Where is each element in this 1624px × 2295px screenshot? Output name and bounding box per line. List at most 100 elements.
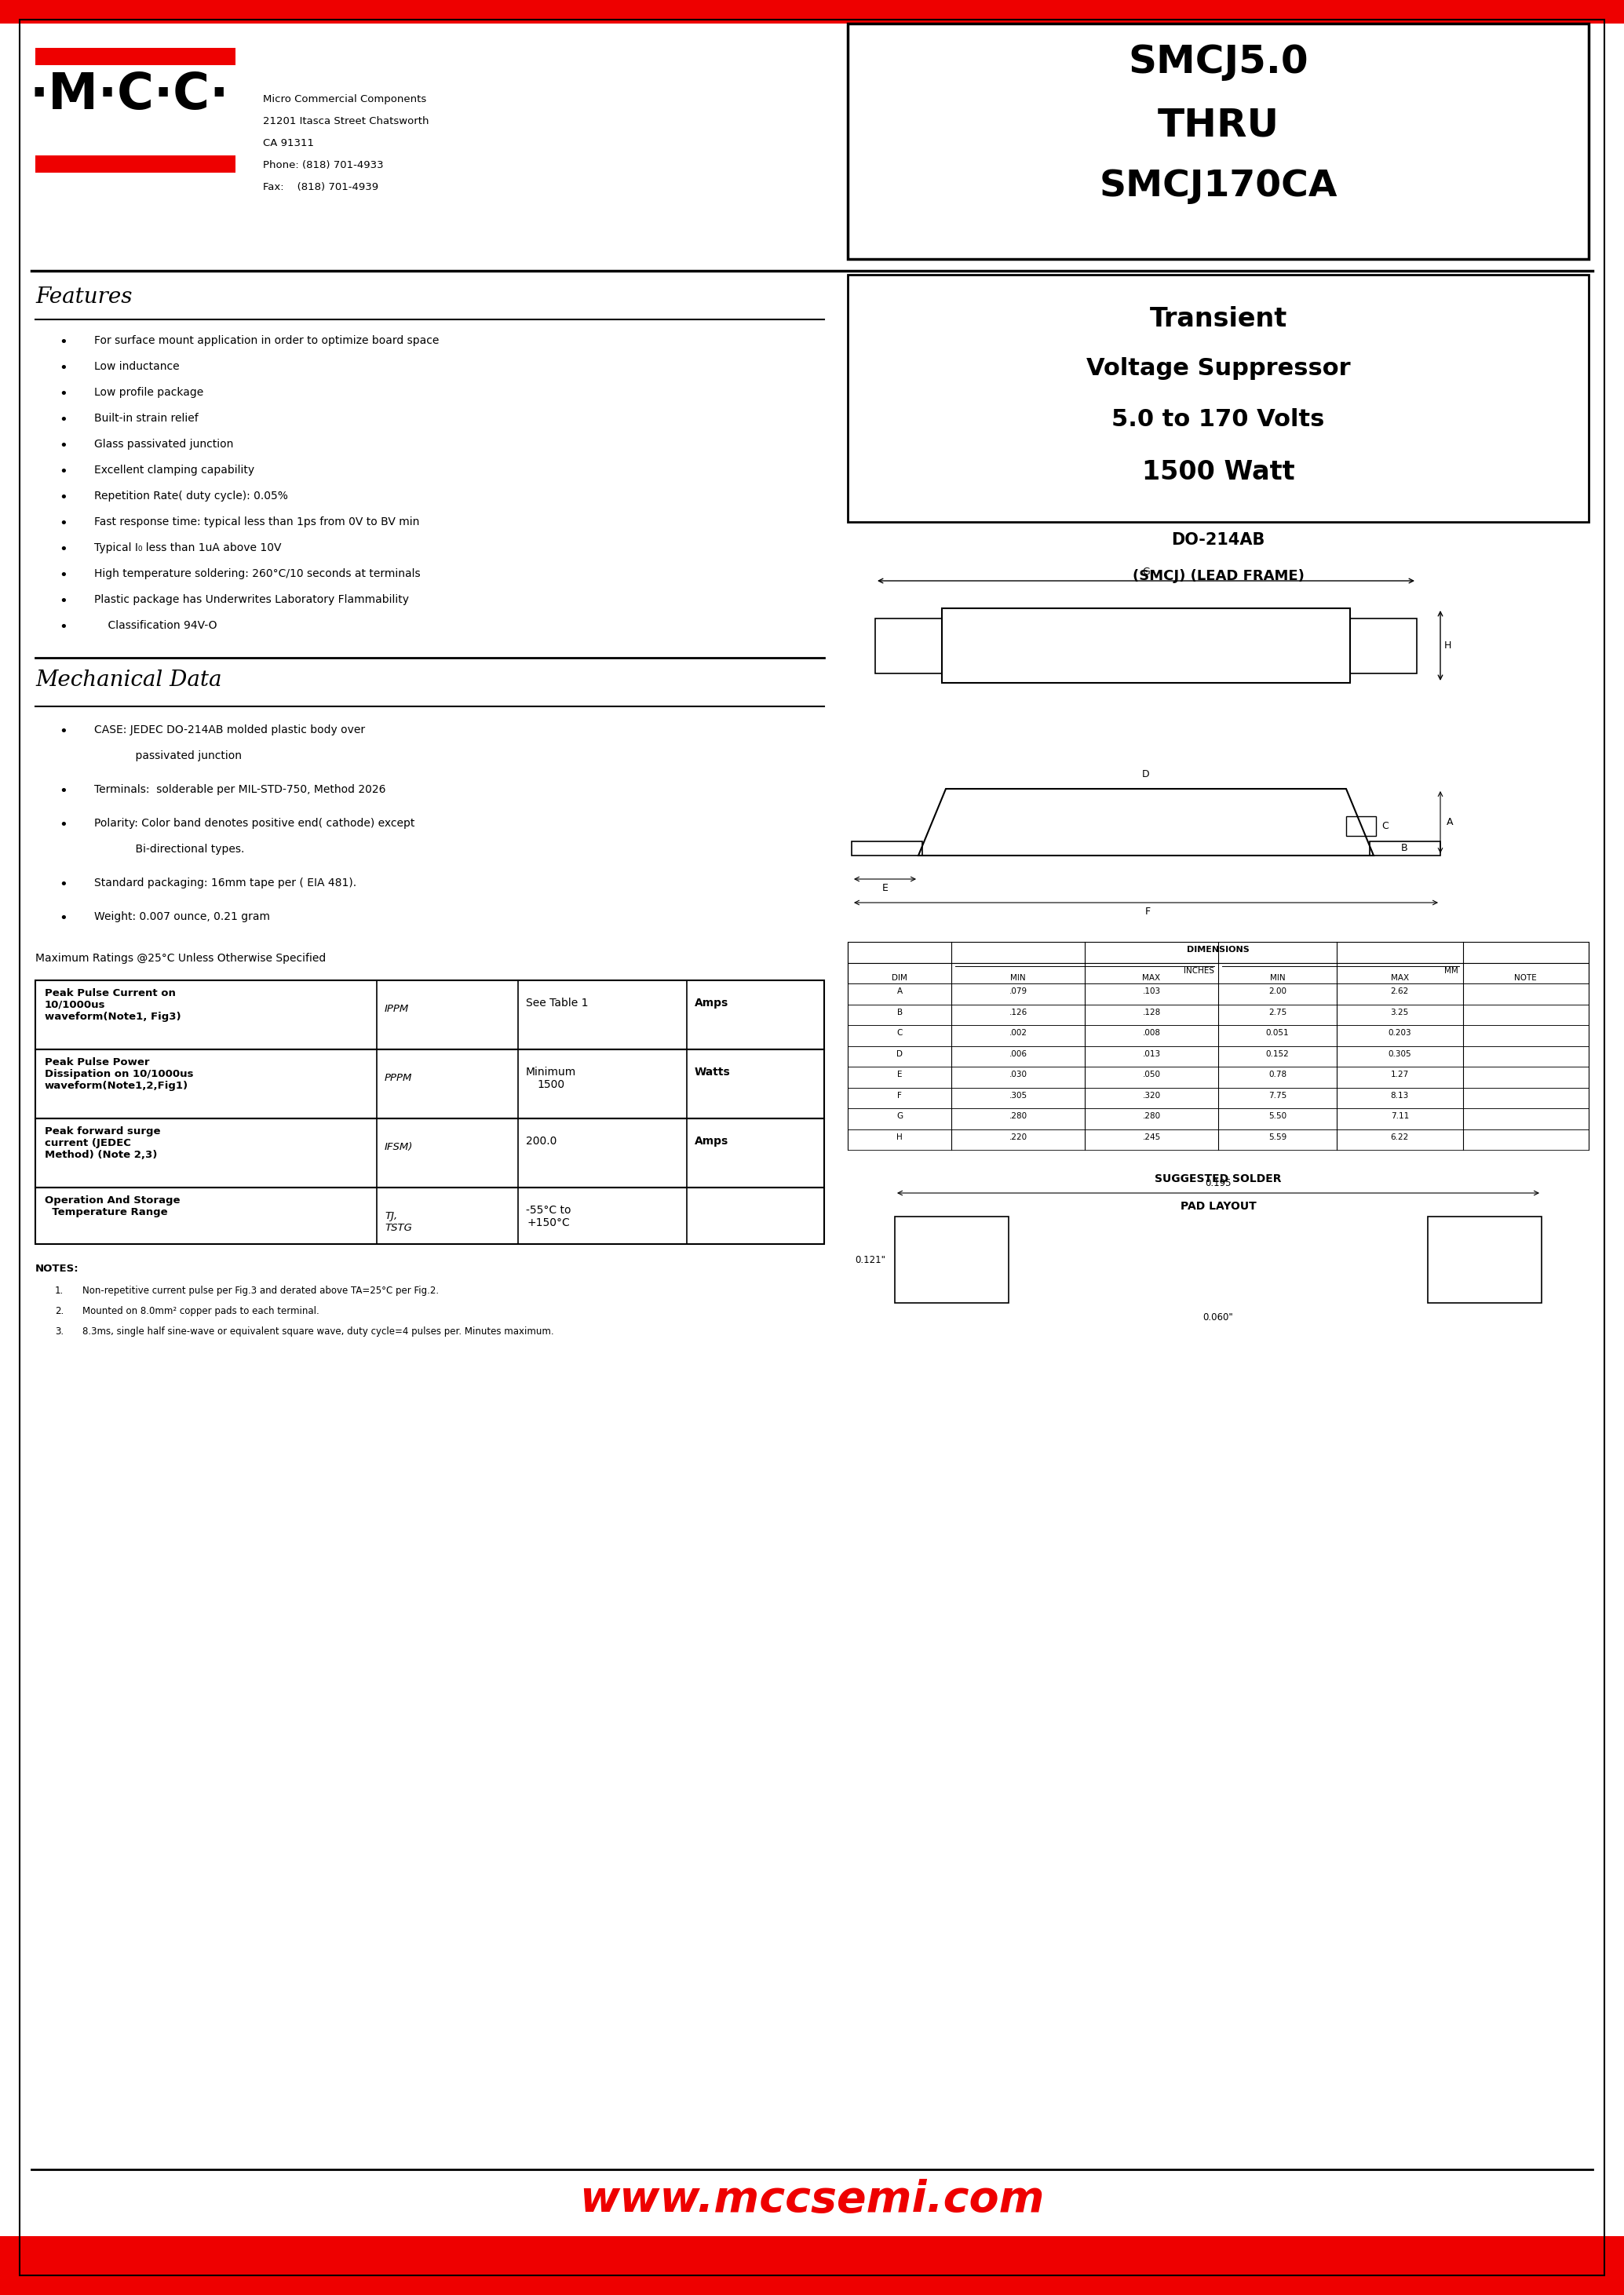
Text: Mounted on 8.0mm² copper pads to each terminal.: Mounted on 8.0mm² copper pads to each te…: [83, 1306, 320, 1317]
Text: •: •: [58, 491, 67, 505]
Bar: [848, 1005, 1588, 1026]
Text: passivated junction: passivated junction: [94, 750, 242, 762]
Text: SMCJ170CA: SMCJ170CA: [1099, 170, 1337, 204]
Text: THRU: THRU: [1158, 106, 1280, 145]
Text: 0.051: 0.051: [1265, 1028, 1289, 1037]
Bar: [895, 1216, 1009, 1304]
Text: .320: .320: [1142, 1092, 1161, 1099]
Bar: [36, 980, 823, 1049]
Text: 5.0 to 170 Volts: 5.0 to 170 Volts: [1112, 409, 1325, 431]
Text: A: A: [896, 987, 903, 996]
Text: •: •: [58, 360, 67, 374]
Bar: [848, 1129, 1588, 1150]
Text: Low inductance: Low inductance: [94, 360, 180, 372]
Bar: [848, 1088, 1588, 1108]
Text: .280: .280: [1009, 1113, 1028, 1120]
Bar: [36, 1118, 823, 1187]
Text: •: •: [58, 335, 67, 349]
Polygon shape: [918, 789, 1374, 856]
Text: Weight: 0.007 ounce, 0.21 gram: Weight: 0.007 ounce, 0.21 gram: [94, 911, 270, 923]
Text: Built-in strain relief: Built-in strain relief: [94, 413, 198, 425]
Text: PAD LAYOUT: PAD LAYOUT: [1181, 1200, 1257, 1212]
Text: .128: .128: [1142, 1008, 1161, 1017]
Text: •: •: [58, 438, 67, 452]
Text: CASE: JEDEC DO-214AB molded plastic body over: CASE: JEDEC DO-214AB molded plastic body…: [94, 725, 365, 734]
Bar: [942, 608, 1350, 684]
Text: PPPM: PPPM: [385, 1074, 412, 1083]
Text: TJ,
TSTG: TJ, TSTG: [385, 1212, 412, 1232]
Text: MIN: MIN: [1010, 973, 1026, 982]
Bar: [848, 1067, 1588, 1088]
Text: MM: MM: [1444, 968, 1458, 975]
Text: C: C: [896, 1028, 903, 1037]
Text: Micro Commercial Components: Micro Commercial Components: [263, 94, 427, 103]
Text: IFSM): IFSM): [385, 1143, 412, 1152]
Bar: [36, 156, 235, 172]
Text: Peak forward surge
current (JEDEC
Method) (Note 2,3): Peak forward surge current (JEDEC Method…: [45, 1127, 161, 1159]
Text: Polarity: Color band denotes positive end( cathode) except: Polarity: Color band denotes positive en…: [94, 817, 414, 828]
Text: G: G: [896, 1113, 903, 1120]
Bar: [848, 941, 1588, 962]
Bar: [1369, 842, 1440, 856]
Text: Terminals:  solderable per MIL-STD-750, Method 2026: Terminals: solderable per MIL-STD-750, M…: [94, 785, 387, 794]
Text: 5.59: 5.59: [1268, 1134, 1286, 1141]
Bar: [1427, 1216, 1541, 1304]
Text: Low profile package: Low profile package: [94, 388, 203, 397]
Text: 1.27: 1.27: [1390, 1069, 1410, 1079]
Text: Typical I₀ less than 1uA above 10V: Typical I₀ less than 1uA above 10V: [94, 542, 281, 553]
Text: Amps: Amps: [695, 998, 729, 1008]
Text: 6.22: 6.22: [1390, 1134, 1410, 1141]
Text: 2.00: 2.00: [1268, 987, 1286, 996]
Text: Peak Pulse Power
Dissipation on 10/1000us
waveform(Note1,2,Fig1): Peak Pulse Power Dissipation on 10/1000u…: [45, 1058, 193, 1090]
Bar: [848, 1026, 1588, 1047]
Bar: [851, 842, 922, 856]
Text: Bi-directional types.: Bi-directional types.: [94, 845, 244, 854]
Text: 8.3ms, single half sine-wave or equivalent square wave, duty cycle=4 pulses per.: 8.3ms, single half sine-wave or equivale…: [83, 1327, 554, 1336]
Text: •: •: [58, 542, 67, 555]
Text: Version: 3: Version: 3: [44, 2251, 110, 2263]
Text: .126: .126: [1009, 1008, 1028, 1017]
Text: 0.060": 0.060": [1203, 1313, 1233, 1322]
Text: •: •: [58, 516, 67, 530]
Text: 0.121": 0.121": [854, 1255, 885, 1265]
Bar: [848, 1108, 1588, 1129]
Text: .245: .245: [1142, 1134, 1161, 1141]
Text: .220: .220: [1009, 1134, 1028, 1141]
Text: B: B: [1402, 842, 1408, 854]
Text: .013: .013: [1142, 1049, 1161, 1058]
Text: SMCJ5.0: SMCJ5.0: [1129, 44, 1309, 80]
Text: •: •: [58, 464, 67, 480]
Text: Excellent clamping capability: Excellent clamping capability: [94, 464, 255, 475]
Bar: [36, 1049, 823, 1118]
Bar: [36, 1187, 823, 1244]
Text: .002: .002: [1009, 1028, 1026, 1037]
Bar: [0, 2235, 1624, 2295]
Text: Operation And Storage
  Temperature Range: Operation And Storage Temperature Range: [45, 1196, 180, 1216]
Text: •: •: [58, 413, 67, 427]
Text: Glass passivated junction: Glass passivated junction: [94, 438, 234, 450]
Text: 5.50: 5.50: [1268, 1113, 1286, 1120]
Text: 2.75: 2.75: [1268, 1008, 1286, 1017]
Text: 2003/01/01: 2003/01/01: [1505, 2251, 1580, 2263]
Text: INCHES: INCHES: [1184, 968, 1215, 975]
Text: .079: .079: [1009, 987, 1028, 996]
Text: Features: Features: [36, 287, 132, 308]
Text: DO-214AB: DO-214AB: [1171, 532, 1265, 549]
Text: 0.78: 0.78: [1268, 1069, 1286, 1079]
Text: D: D: [896, 1049, 903, 1058]
Text: E: E: [882, 884, 888, 893]
Text: .280: .280: [1142, 1113, 1161, 1120]
Text: -55°C to
+150°C: -55°C to +150°C: [526, 1205, 572, 1228]
Text: 1.: 1.: [55, 1285, 63, 1297]
Text: Transient: Transient: [1150, 305, 1286, 333]
Bar: [1350, 617, 1416, 672]
Text: .103: .103: [1142, 987, 1161, 996]
Text: •: •: [58, 817, 67, 833]
Text: 2.: 2.: [55, 1306, 63, 1317]
Text: Fast response time: typical less than 1ps from 0V to BV min: Fast response time: typical less than 1p…: [94, 516, 419, 528]
Text: Amps: Amps: [695, 1136, 729, 1148]
Text: •: •: [58, 911, 67, 925]
Text: 0.203: 0.203: [1389, 1028, 1411, 1037]
Bar: [0, 0, 1624, 23]
Text: •: •: [58, 785, 67, 799]
